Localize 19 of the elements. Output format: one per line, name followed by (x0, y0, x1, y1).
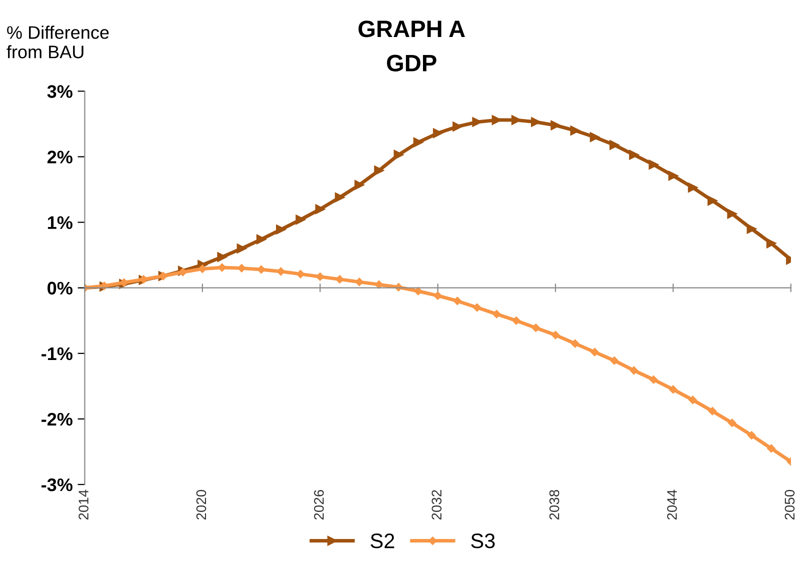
x-tick-label: 2050 (784, 490, 795, 520)
x-tick-label: 2038 (549, 490, 560, 520)
x-tick-label: 2014 (78, 490, 88, 520)
y-tick-label: -1% (42, 347, 72, 360)
legend-label: S3 (471, 534, 495, 548)
x-tick-label: 2020 (196, 490, 206, 520)
x-tick-label: 2026 (314, 490, 324, 520)
x-tick-label: 2044 (667, 490, 677, 520)
legend-label: S2 (370, 534, 394, 548)
y-tick-label: 3% (47, 85, 72, 98)
y-tick-label: -2% (42, 412, 72, 426)
y-axis-title: % Difference from BAU (6, 26, 109, 58)
x-tick-label: 2032 (432, 490, 442, 520)
y-tick-label: 1% (48, 216, 72, 229)
chart-title: GRAPH A (358, 20, 465, 38)
chart-subtitle: GDP (386, 54, 436, 72)
y-tick-label: 2% (47, 150, 72, 164)
y-tick-label: 0% (48, 282, 72, 295)
y-tick-label: -3% (42, 478, 72, 492)
